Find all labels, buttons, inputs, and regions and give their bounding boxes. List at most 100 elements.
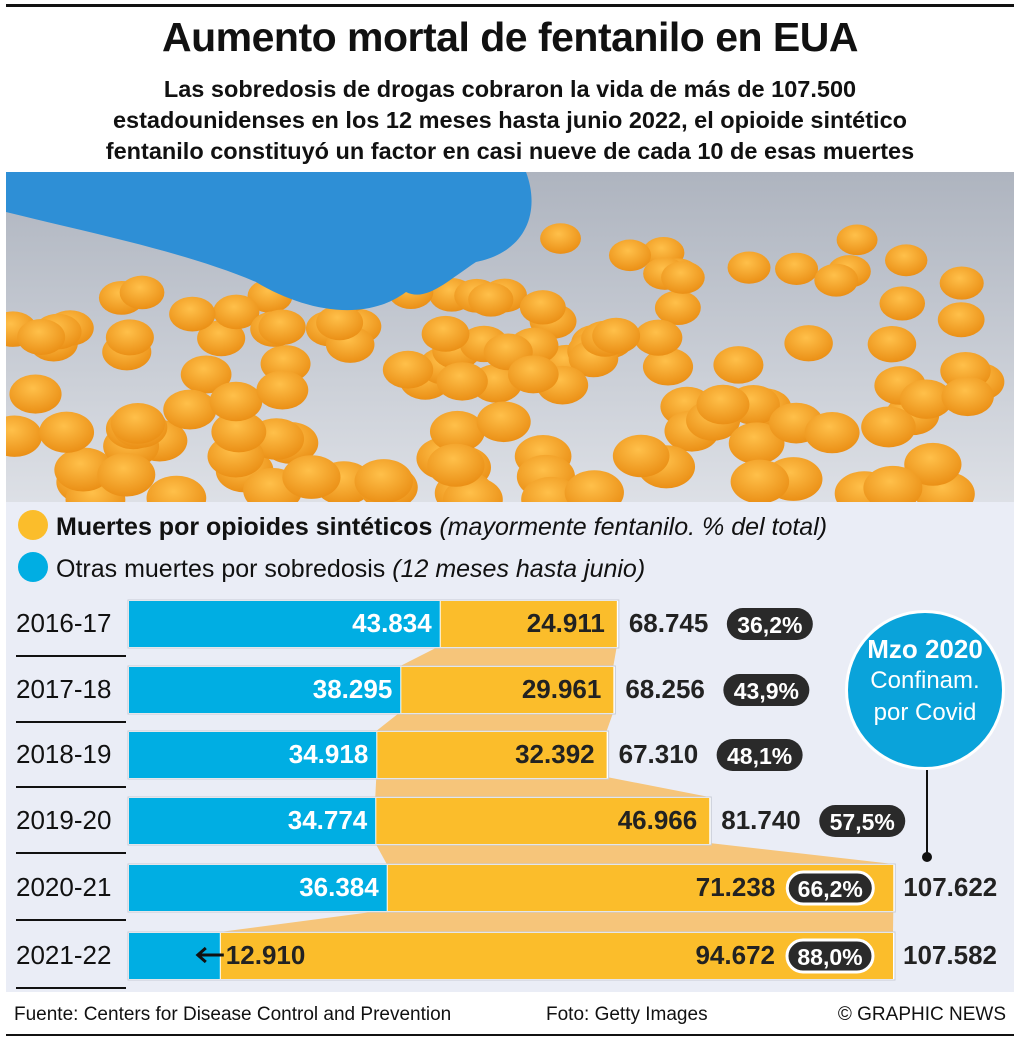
top-rule	[6, 4, 1014, 7]
pill	[784, 325, 833, 362]
pill	[564, 470, 624, 502]
pill	[163, 389, 217, 430]
subtitle-line: estadounidenses en los 12 meses hasta ju…	[112, 107, 908, 133]
pill	[468, 282, 514, 317]
page-title: Aumento mortal de fentanilo en EUA	[162, 14, 859, 60]
category-label: 2018-19	[16, 739, 111, 769]
pill	[146, 475, 207, 502]
value-label-other: 43.834	[352, 608, 432, 638]
pill	[941, 376, 994, 417]
value-label-synthetic: 94.672	[695, 940, 775, 970]
pills-photo	[6, 172, 1014, 502]
pill	[939, 266, 984, 300]
bar-synthetic	[220, 933, 893, 979]
pill	[642, 347, 694, 386]
pill	[197, 320, 246, 357]
bar-synthetic	[401, 667, 614, 713]
percent-label: 88,0%	[797, 944, 862, 970]
pill	[836, 224, 878, 256]
legend-synthetic: Muertes por opioides sintéticos (mayorme…	[18, 510, 827, 542]
pill	[728, 422, 785, 465]
percent-badge	[723, 674, 810, 706]
pill	[904, 442, 962, 486]
value-label-other: 36.384	[299, 872, 379, 902]
pill	[256, 370, 309, 410]
bar-synthetic	[377, 732, 607, 778]
pill	[937, 302, 985, 338]
pill	[507, 355, 559, 394]
pill	[608, 239, 652, 272]
annotation-text: Confinam.	[870, 667, 980, 694]
legend-note: (mayormente fentanilo. % del total)	[439, 513, 828, 541]
gloved-hand	[6, 172, 532, 311]
pill	[354, 459, 414, 502]
pill	[436, 362, 488, 401]
value-label-other: 12.910	[226, 940, 306, 970]
pill	[9, 374, 62, 414]
annotation-title: Mzo 2020	[867, 634, 983, 664]
pill	[775, 252, 819, 286]
pill	[867, 326, 917, 363]
bar-other	[129, 601, 440, 647]
bottom-rule	[6, 1034, 1014, 1036]
total-label: 107.622	[903, 872, 997, 902]
legend-swatch-synthetic	[18, 510, 48, 540]
pill	[713, 346, 764, 384]
connector-band	[376, 712, 614, 731]
percent-label: 48,1%	[727, 743, 792, 769]
pill	[382, 350, 434, 389]
pill	[105, 319, 154, 356]
pill	[476, 401, 531, 443]
copyright: © GRAPHIC NEWS	[837, 1004, 1006, 1025]
value-label-synthetic: 32.392	[515, 739, 595, 769]
pill	[861, 406, 916, 448]
pill	[258, 309, 306, 345]
source-note: Fuente: Centers for Disease Control and …	[14, 1004, 452, 1025]
pill	[730, 459, 790, 502]
value-label-synthetic: 29.961	[522, 674, 602, 704]
pill	[97, 452, 156, 497]
pill	[6, 415, 43, 457]
legend-label: Muertes por opioides sintéticos	[56, 513, 433, 541]
pill	[213, 294, 260, 330]
total-label: 67.310	[619, 739, 699, 769]
pill	[211, 411, 267, 453]
percent-label: 36,2%	[737, 612, 802, 638]
value-label-other: 34.918	[289, 739, 369, 769]
pill	[814, 263, 859, 297]
pill	[119, 275, 165, 310]
percent-badge	[785, 870, 875, 906]
total-label: 81.740	[721, 805, 801, 835]
legend-label: Otras muertes por sobredosis	[56, 555, 386, 583]
pill	[804, 412, 860, 454]
pill	[180, 355, 232, 394]
value-label-synthetic: 24.911	[527, 608, 605, 638]
pill	[429, 410, 485, 453]
pill	[900, 379, 953, 419]
pill	[885, 244, 928, 277]
pill	[39, 411, 95, 453]
subtitle-line: fentanilo constituyó un factor en casi n…	[105, 138, 915, 164]
pill	[282, 455, 341, 499]
pill	[421, 315, 470, 352]
total-label: 107.582	[903, 940, 997, 970]
percent-label: 66,2%	[798, 876, 863, 902]
legend-swatch-other	[18, 552, 48, 582]
pill	[316, 305, 364, 341]
arrow-left-icon	[195, 946, 224, 964]
annotation-text: por Covid	[873, 699, 977, 726]
pill	[209, 381, 263, 422]
percent-badge	[819, 805, 906, 837]
value-label-other: 34.774	[288, 805, 368, 835]
connector-band	[375, 777, 710, 797]
pill	[634, 319, 683, 356]
bar-other	[129, 798, 376, 844]
category-label: 2019-20	[16, 805, 111, 835]
covid-annotation: Mzo 2020 Confinam. por Covid	[845, 610, 1005, 770]
connector-band	[375, 843, 894, 864]
category-label: 2016-17	[16, 608, 111, 638]
pill	[54, 448, 112, 492]
bar-other	[129, 865, 387, 911]
